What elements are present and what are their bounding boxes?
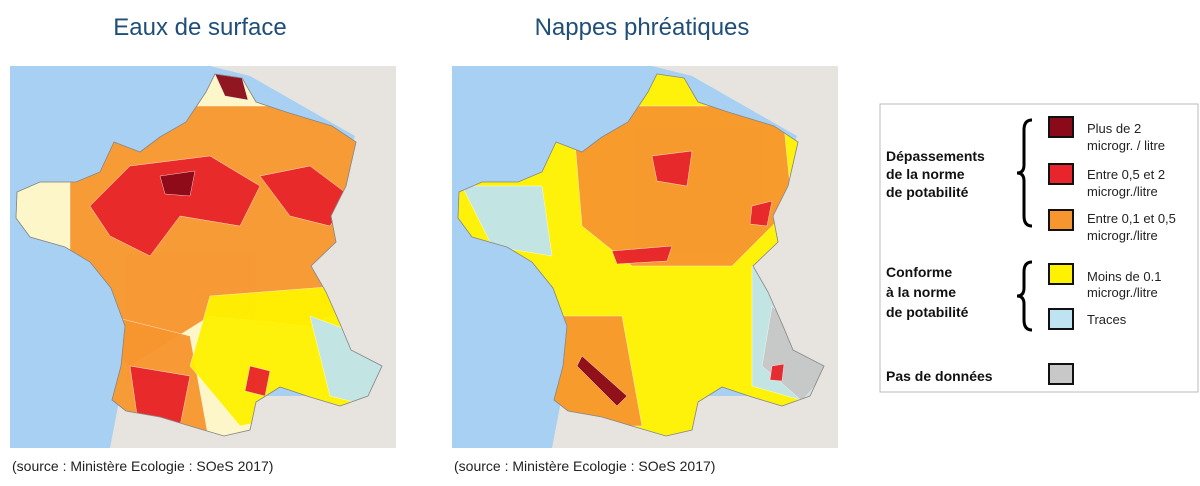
- region: [611, 245, 673, 265]
- legend-swatch: [1048, 363, 1074, 385]
- map-source: (source : Ministère Ecologie : SOeS 2017…: [454, 458, 715, 474]
- legend-swatch: [1048, 263, 1074, 285]
- brace: [1016, 260, 1033, 332]
- map-title: Eaux de surface: [113, 14, 286, 41]
- legend-group-label: Pas de données: [886, 368, 993, 384]
- legend-item-label: microgr./litre: [1087, 228, 1158, 243]
- legend-group-label: Dépassements: [886, 148, 985, 164]
- legend-group-label: Conforme: [886, 264, 952, 280]
- legend-group-label: de la norme: [886, 166, 965, 182]
- legend-item-label: microgr. / litre: [1087, 138, 1165, 153]
- legend-item-label: microgr./litre: [1087, 184, 1158, 199]
- legend-swatch: [1048, 209, 1074, 231]
- legend-item-label: microgr./litre: [1087, 285, 1158, 300]
- region: [461, 185, 553, 257]
- legend-item-label: Entre 0,5 et 2: [1087, 167, 1165, 182]
- region: [576, 355, 628, 407]
- legend-swatch: [1048, 308, 1074, 330]
- region: [651, 150, 693, 187]
- legend-swatch: [1048, 116, 1074, 138]
- region: [749, 200, 773, 227]
- map-source: (source : Ministère Ecologie : SOeS 2017…: [12, 458, 273, 474]
- legend-item-label: Moins de 0.1: [1087, 269, 1161, 284]
- legend-item-label: Traces: [1087, 312, 1127, 327]
- brace: [1016, 118, 1033, 228]
- map: [452, 66, 838, 448]
- legend-item-label: Entre 0,1 et 0,5: [1087, 211, 1176, 226]
- legend-box: [879, 103, 1199, 393]
- region: [159, 170, 196, 197]
- legend-swatch: [1048, 163, 1074, 185]
- map-title: Nappes phréatiques: [535, 14, 750, 41]
- region: [769, 363, 785, 382]
- region: [89, 155, 261, 257]
- legend-item-label: Plus de 2: [1087, 121, 1141, 136]
- legend-group-label: de potabilité: [886, 304, 969, 320]
- map: [10, 66, 396, 448]
- legend-group-label: de potabilité: [886, 184, 969, 200]
- legend-group-label: à la norme: [886, 284, 956, 300]
- map-regions: [458, 74, 824, 436]
